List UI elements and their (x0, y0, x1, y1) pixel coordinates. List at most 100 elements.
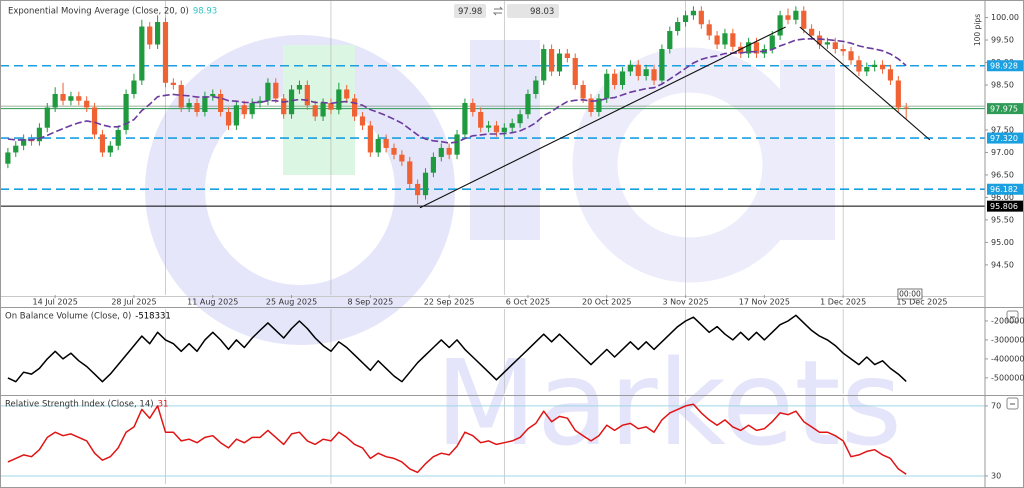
candle-body (139, 26, 145, 81)
candle-body (738, 46, 744, 54)
candle-body (785, 15, 791, 20)
legend-entry: Exponential Moving Average (Close, 20, 0… (8, 7, 189, 17)
indicator-line (7, 314, 907, 383)
candle-body (493, 125, 500, 133)
candle-body (107, 145, 113, 153)
bid-price[interactable]: 97.98 (458, 7, 482, 17)
y-tick-label: 95.00 (991, 238, 1014, 247)
candle-body (856, 60, 862, 72)
candle-body (123, 93, 129, 130)
candle-body (462, 102, 468, 135)
candle-body (352, 98, 358, 117)
watermark-logo-t (780, 60, 835, 240)
candle-body (233, 105, 239, 126)
candle-body (5, 152, 11, 164)
level-label: 97.320 (990, 134, 1018, 143)
candle-body (612, 73, 618, 85)
candle-body (91, 107, 98, 135)
candle-body (549, 49, 555, 72)
candle-body (265, 82, 271, 101)
y-tick-label: 70 (991, 401, 1001, 410)
ask-price[interactable]: 98.03 (530, 7, 554, 17)
y-tick-label: 99.50 (991, 36, 1014, 45)
candle-body (903, 107, 909, 109)
candle-body (627, 64, 633, 72)
candle-body (407, 161, 413, 184)
candle-body (249, 102, 255, 115)
candle-body (809, 28, 815, 36)
candle-body (769, 35, 775, 50)
candle-body (659, 49, 665, 81)
candle-body (320, 102, 326, 117)
candle-body (273, 82, 279, 99)
bid-button[interactable] (454, 4, 486, 18)
candle-body (682, 15, 689, 23)
pane-title: On Balance Volume (Close, 0) (5, 312, 131, 322)
candle-body (501, 127, 507, 133)
candle-body (162, 22, 169, 83)
candle-body (446, 147, 452, 155)
level-label: 97.975 (990, 105, 1018, 114)
y-tick-label: -200000 (991, 316, 1024, 325)
candle-body (375, 138, 381, 153)
x-tick-label: 14 Jul 2025 (33, 298, 78, 307)
candle-body (485, 125, 492, 128)
candle-body (848, 51, 854, 61)
y-tick-label: 95.50 (991, 215, 1014, 224)
level-label: 96.182 (990, 185, 1018, 194)
x-tick-label: 6 Oct 2025 (506, 298, 550, 307)
candle-body (186, 102, 192, 108)
candle-body (619, 71, 626, 85)
candle-body (895, 80, 901, 108)
pane-value: 31 (158, 400, 169, 410)
y-tick-label: -300000 (991, 335, 1024, 344)
candle-body (281, 98, 287, 115)
candle-body (131, 80, 137, 94)
candle-body (178, 84, 184, 108)
y-tick-label: 94.50 (991, 260, 1014, 269)
x-tick-label: 8 Sep 2025 (348, 298, 394, 307)
candle-body (454, 134, 460, 155)
trend-line (799, 26, 931, 141)
candle-body (675, 22, 681, 32)
y-tick-label: 96.50 (991, 170, 1014, 179)
candle-body (415, 183, 421, 196)
candle-body (288, 89, 295, 115)
level-label: 95.806 (990, 202, 1018, 211)
candle-body (706, 24, 712, 36)
level-label-box (987, 60, 1023, 72)
candle-body (816, 35, 823, 45)
cursor-time: 00:00 (899, 290, 921, 299)
x-tick-label: 28 Jul 2025 (111, 298, 156, 307)
candle-body (391, 147, 397, 155)
x-tick-label: 15 Dec 2025 (896, 298, 947, 307)
legend-value: 98.93 (193, 7, 217, 17)
candle-body (635, 64, 641, 76)
candle-body (596, 98, 602, 112)
candle-body (359, 116, 366, 126)
trend-line (419, 26, 786, 209)
y-tick-label: 96.00 (991, 193, 1014, 202)
candle-body (879, 64, 886, 70)
candle-body (430, 156, 436, 173)
candle-body (60, 93, 66, 101)
pane-value: -518331 (135, 312, 171, 322)
candle-body (651, 69, 657, 81)
candle-body (572, 58, 578, 85)
candle-body (155, 22, 161, 45)
y-unit-label: 100 pips (973, 14, 982, 46)
candle-body (525, 93, 531, 115)
candle-body (517, 114, 523, 124)
swap-icon[interactable] (492, 6, 504, 16)
y-tick-label: -500000 (991, 373, 1024, 382)
candle-body (202, 96, 208, 112)
candle-body (76, 96, 82, 101)
watermark-text: Markets (435, 334, 902, 472)
level-label: 98.928 (990, 62, 1018, 71)
candle-body (541, 49, 547, 81)
candle-body (864, 67, 870, 72)
indicator-line (7, 403, 907, 475)
ask-button[interactable] (507, 4, 559, 18)
candle-body (21, 138, 27, 146)
